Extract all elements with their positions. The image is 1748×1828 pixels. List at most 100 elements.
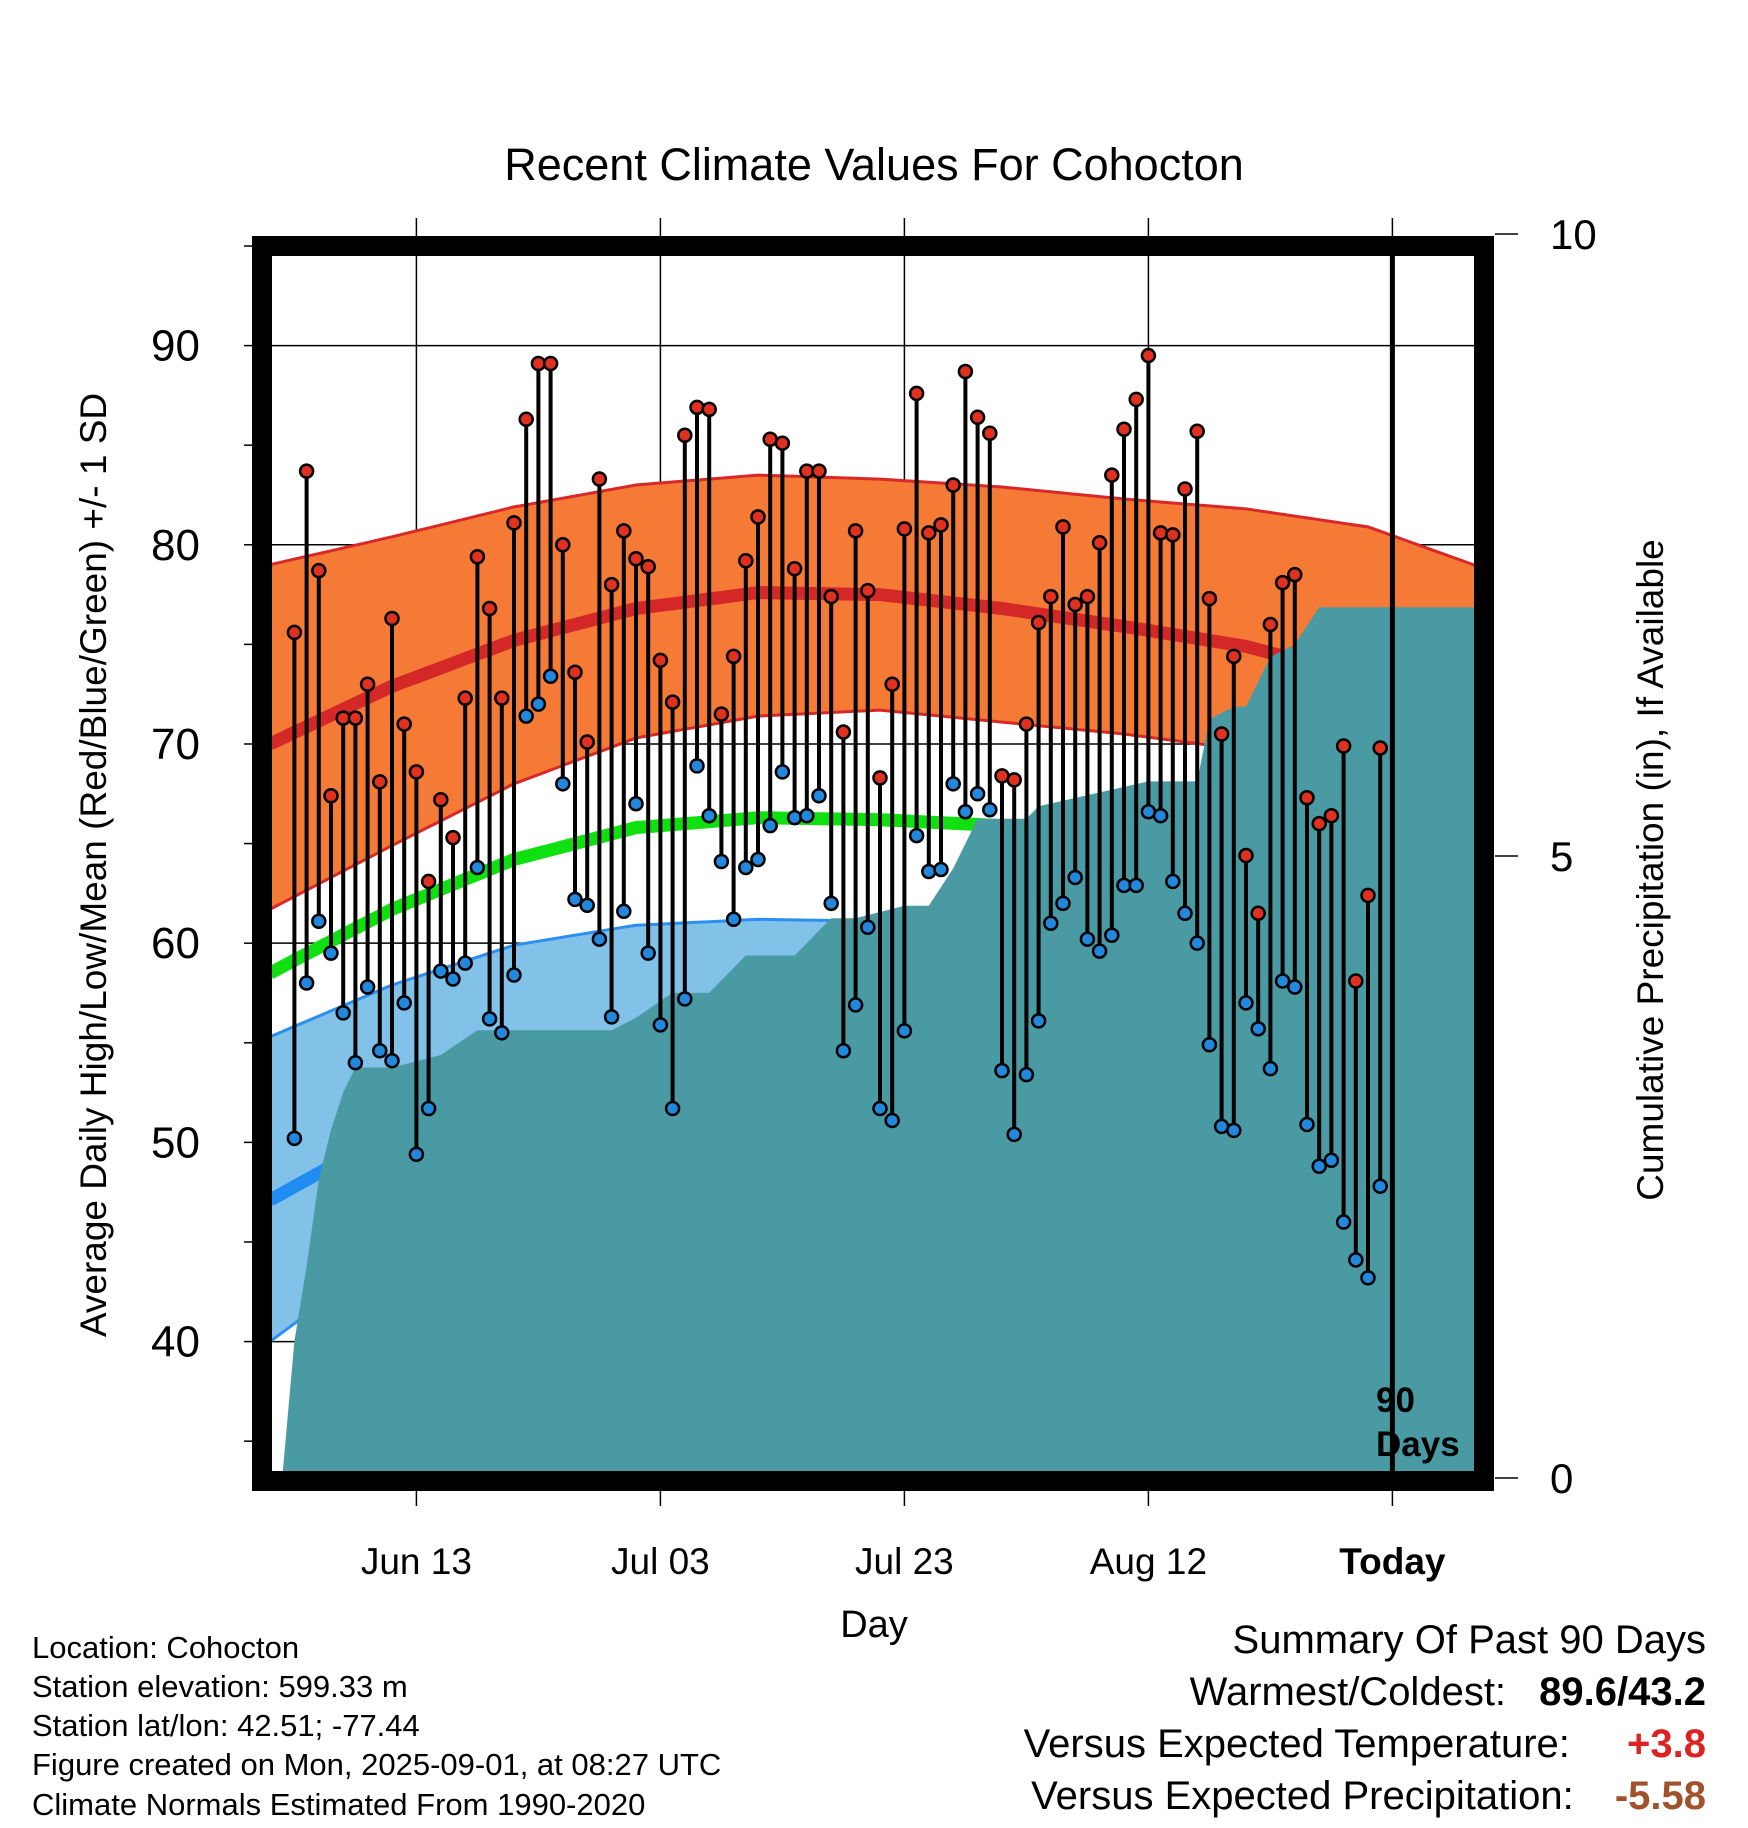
low-point — [957, 803, 974, 820]
x-tick-label: Jul 03 — [611, 1541, 710, 1582]
low-point — [994, 1062, 1010, 1079]
low-point — [1152, 807, 1169, 824]
high-point — [347, 710, 364, 726]
high-point — [396, 716, 412, 732]
high-point — [725, 648, 742, 665]
high-point — [1091, 535, 1108, 551]
high-point — [1311, 815, 1327, 832]
low-point — [433, 963, 449, 979]
low-point — [1165, 873, 1181, 890]
high-point — [1043, 588, 1059, 605]
high-point — [420, 873, 437, 890]
low-point — [774, 764, 791, 780]
high-point — [774, 435, 791, 451]
warmest-coldest-value: 89.6/43.2 — [1539, 1670, 1706, 1714]
summary-temperature: Versus Expected Temperature: +3.8 — [1024, 1724, 1706, 1764]
low-point — [750, 851, 766, 868]
y2-tick-label: 0 — [1550, 1455, 1573, 1502]
low-point — [1335, 1214, 1352, 1230]
low-point — [908, 827, 925, 844]
low-point — [1262, 1060, 1279, 1077]
warmest-coldest-label: Warmest/Coldest: — [1189, 1670, 1507, 1714]
y-tick-label: 70 — [151, 720, 200, 769]
high-point — [1238, 847, 1254, 864]
summary-warmest-coldest: Warmest/Coldest: 89.6/43.2 — [1190, 1672, 1706, 1712]
high-point — [933, 517, 949, 533]
high-point — [1287, 566, 1303, 583]
summary-panel: Summary Of Past 90 Days — [1233, 1620, 1706, 1660]
low-point — [1067, 869, 1083, 886]
low-point — [725, 911, 742, 928]
low-point — [799, 807, 815, 824]
low-point — [1055, 895, 1071, 912]
high-point — [518, 411, 534, 428]
low-point — [786, 809, 803, 826]
low-point — [823, 895, 839, 912]
low-point — [1006, 1126, 1022, 1143]
high-point — [286, 624, 303, 641]
chart-title: Recent Climate Values For Cohocton — [504, 139, 1244, 190]
low-point — [884, 1112, 900, 1129]
y-tick-label: 40 — [151, 1318, 200, 1367]
low-point — [579, 897, 595, 914]
low-point — [1250, 1021, 1266, 1037]
low-point — [323, 945, 339, 961]
high-point — [1299, 790, 1315, 806]
high-point — [908, 385, 925, 402]
high-point — [323, 788, 339, 804]
high-point — [628, 550, 644, 567]
high-point — [1213, 726, 1230, 742]
axis-labels: Average Daily High/Low/Mean (Red/Blue/Gr… — [73, 393, 1671, 1646]
low-point — [1018, 1066, 1035, 1083]
low-point — [835, 1042, 852, 1059]
y-tick-label: 90 — [151, 322, 200, 371]
low-point — [1299, 1116, 1315, 1133]
high-point — [664, 694, 681, 710]
low-point — [420, 1100, 437, 1117]
high-point — [1018, 716, 1035, 732]
high-point — [579, 734, 595, 750]
high-point — [1250, 905, 1266, 922]
low-point — [555, 776, 571, 792]
low-point — [506, 967, 522, 983]
high-point — [713, 706, 730, 722]
low-point — [311, 913, 327, 930]
high-point — [823, 588, 839, 605]
low-point — [872, 1100, 888, 1117]
low-point — [1311, 1158, 1327, 1175]
low-point — [847, 997, 864, 1013]
high-point — [1177, 481, 1193, 497]
low-point — [1348, 1252, 1364, 1268]
low-point — [1104, 927, 1120, 943]
footer-location: Location: Cohocton — [32, 1630, 300, 1665]
x-axis-label: Day — [840, 1604, 908, 1646]
high-point — [311, 562, 327, 579]
high-point — [433, 792, 449, 808]
high-point — [1360, 887, 1376, 904]
high-point — [359, 676, 376, 692]
high-point — [1152, 525, 1169, 541]
summary-title: Summary Of Past 90 Days — [1232, 1618, 1706, 1662]
x-tick-label: Jul 23 — [855, 1541, 954, 1582]
y-tick-label: 50 — [151, 1118, 200, 1167]
high-point — [1189, 423, 1205, 439]
low-point — [1201, 1037, 1218, 1053]
high-point — [542, 355, 559, 372]
high-point — [884, 676, 900, 692]
y-tick-label: 80 — [151, 521, 200, 570]
low-point — [628, 795, 644, 812]
low-point — [677, 991, 693, 1007]
low-point — [1177, 905, 1193, 922]
x-tick-label: Aug 12 — [1090, 1541, 1207, 1582]
plot-frame — [252, 236, 1494, 1491]
high-point — [1055, 519, 1071, 535]
low-point — [1372, 1178, 1388, 1194]
x-tick-label: Jun 13 — [361, 1541, 472, 1582]
temp-value: +3.8 — [1627, 1722, 1706, 1766]
low-point — [591, 931, 608, 947]
high-point — [896, 521, 913, 537]
high-point — [689, 399, 705, 416]
low-point — [1226, 1122, 1242, 1139]
high-point — [847, 523, 864, 539]
low-point — [860, 919, 876, 935]
